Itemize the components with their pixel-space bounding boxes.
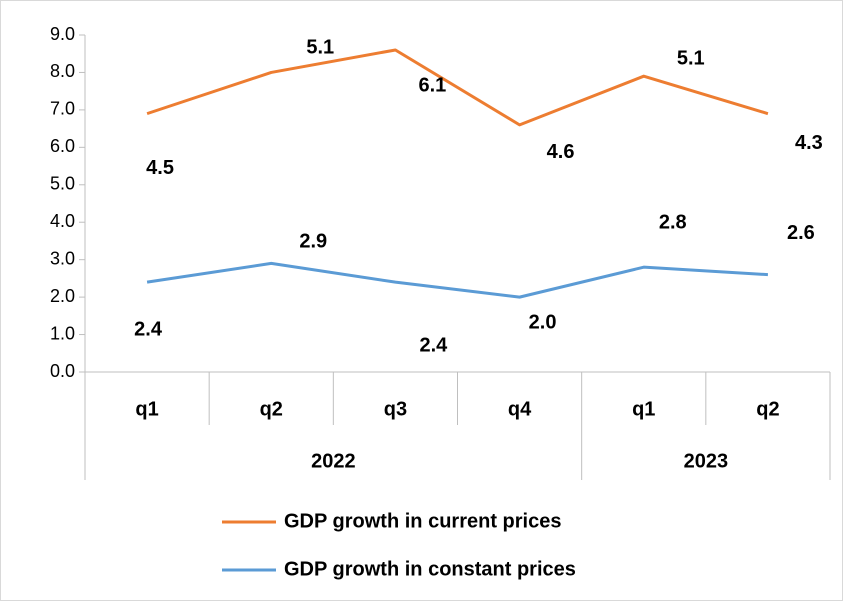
y-tick-label: 7.0 xyxy=(50,99,75,119)
y-tick-label: 3.0 xyxy=(50,248,75,268)
x-tick-label: q2 xyxy=(756,398,779,420)
data-label: 2.4 xyxy=(134,318,163,340)
y-tick-label: 0.0 xyxy=(50,361,75,381)
data-label: 2.4 xyxy=(420,334,449,356)
y-tick-label: 1.0 xyxy=(50,323,75,343)
x-tick-label: q4 xyxy=(508,398,532,420)
data-label: 5.1 xyxy=(306,37,334,59)
legend-label: GDP growth in current prices xyxy=(284,510,561,532)
y-tick-label: 2.0 xyxy=(50,286,75,306)
group-label: 2022 xyxy=(311,450,356,472)
y-tick-label: 4.0 xyxy=(50,211,75,231)
data-label: 4.6 xyxy=(547,141,575,163)
x-tick-label: q1 xyxy=(135,398,158,420)
data-label: 4.3 xyxy=(795,132,823,154)
y-tick-label: 9.0 xyxy=(50,24,75,44)
legend-label: GDP growth in constant prices xyxy=(284,558,576,580)
data-label: 4.5 xyxy=(146,157,174,179)
data-label: 2.6 xyxy=(787,222,815,244)
series-line xyxy=(146,261,769,299)
series-line xyxy=(146,48,769,127)
data-label: 2.0 xyxy=(529,311,557,333)
data-label: 6.1 xyxy=(419,74,447,96)
y-tick-label: 8.0 xyxy=(50,61,75,81)
y-tick-label: 6.0 xyxy=(50,136,75,156)
data-label: 5.1 xyxy=(677,47,705,69)
data-label: 2.8 xyxy=(659,211,687,233)
x-tick-label: q1 xyxy=(632,398,655,420)
x-tick-label: q3 xyxy=(384,398,407,420)
y-tick-label: 5.0 xyxy=(50,174,75,194)
data-label: 2.9 xyxy=(299,231,327,253)
group-label: 2023 xyxy=(684,450,729,472)
x-tick-label: q2 xyxy=(260,398,283,420)
